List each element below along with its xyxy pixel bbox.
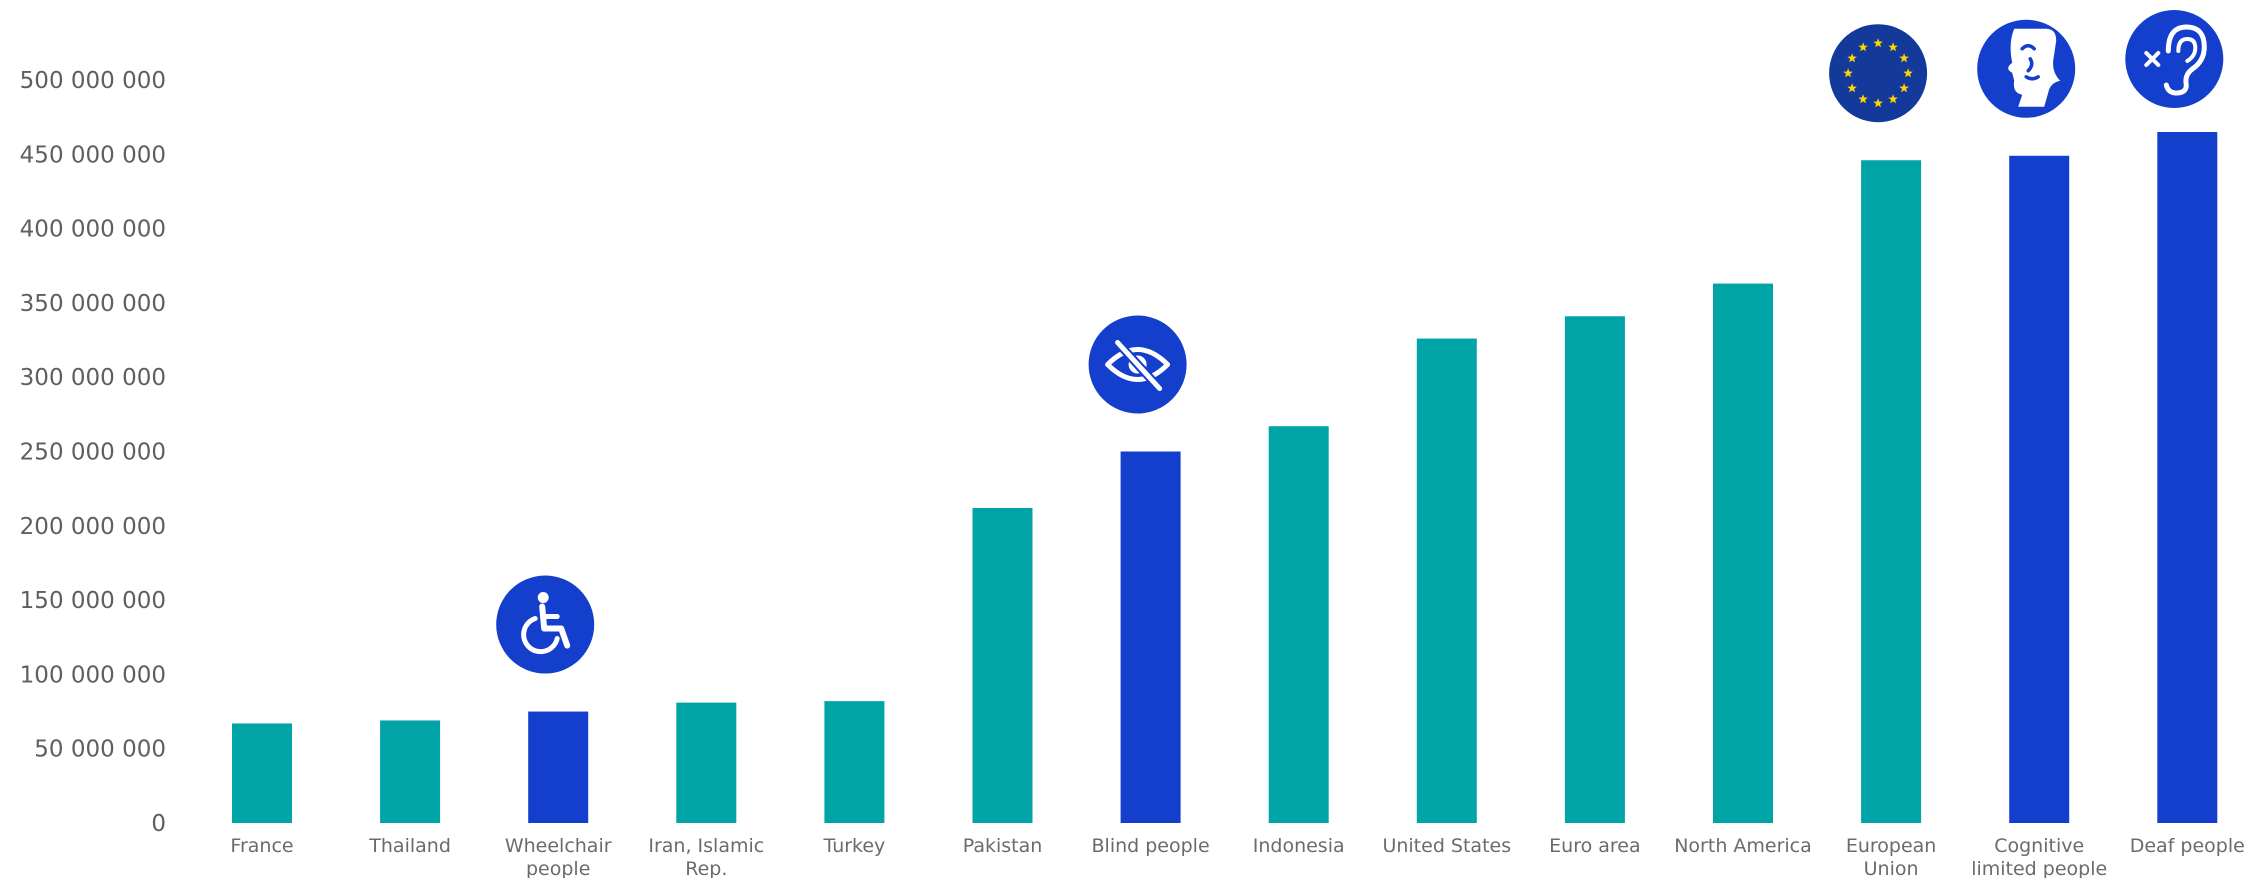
bar: [232, 723, 292, 823]
y-tick-label: 300 000 000: [20, 365, 166, 391]
x-tick-label: Deaf people: [2130, 835, 2244, 857]
bar: [1564, 316, 1625, 823]
x-tick-label: limited people: [1971, 858, 2107, 878]
x-tick-label: Cognitive: [1994, 835, 2084, 857]
x-tick-label: France: [230, 835, 293, 857]
bar: [824, 701, 885, 823]
y-tick-label: 150 000 000: [20, 588, 166, 614]
x-tick-label: Union: [1864, 858, 1919, 878]
bar: [2157, 132, 2218, 823]
y-tick-label: 50 000 000: [34, 737, 166, 763]
eye-slash-icon: [1088, 315, 1187, 414]
bar: [2009, 155, 2070, 823]
bars: [232, 132, 2218, 823]
x-tick-label: Pakistan: [963, 835, 1043, 857]
x-tick-label: Thailand: [368, 835, 451, 857]
deaf-ear-icon: [2125, 10, 2224, 108]
x-tick-label: people: [526, 858, 590, 878]
bar-icons: [496, 10, 2224, 674]
cognitive-face-icon: [1977, 19, 2076, 118]
x-tick-label: Indonesia: [1253, 835, 1345, 857]
bar: [1416, 338, 1477, 823]
y-tick-label: 0: [151, 811, 166, 837]
x-tick-label: European: [1846, 835, 1937, 857]
x-tick-label: Wheelchair: [505, 835, 612, 857]
x-tick-label: United States: [1382, 835, 1511, 857]
y-tick-label: 350 000 000: [20, 291, 166, 317]
bar: [1861, 160, 1922, 823]
x-tick-label: Iran, Islamic: [648, 835, 764, 857]
bar: [528, 711, 589, 823]
y-tick-label: 450 000 000: [20, 142, 166, 168]
bar: [380, 720, 441, 823]
y-tick-label: 200 000 000: [20, 514, 166, 540]
bar: [676, 702, 737, 823]
y-tick-label: 400 000 000: [20, 217, 166, 243]
wheelchair-icon: [496, 575, 595, 674]
x-tick-label: Euro area: [1549, 835, 1640, 857]
eu-flag-icon: [1829, 24, 1928, 123]
y-axis: 0 50 000 000 100 000 000 150 000 000 200 000…: [20, 68, 166, 837]
y-tick-label: 500 000 000: [20, 68, 166, 94]
x-tick-label: Rep.: [685, 858, 727, 878]
bar: [1268, 426, 1329, 823]
bar: [1713, 283, 1773, 823]
y-tick-label: 100 000 000: [20, 662, 166, 688]
bar: [1120, 451, 1181, 823]
bar: [972, 507, 1033, 823]
x-tick-label: Turkey: [822, 835, 885, 857]
y-tick-label: 250 000 000: [20, 440, 166, 466]
x-tick-label: Blind people: [1092, 835, 1210, 857]
x-tick-label: North America: [1674, 835, 1812, 857]
